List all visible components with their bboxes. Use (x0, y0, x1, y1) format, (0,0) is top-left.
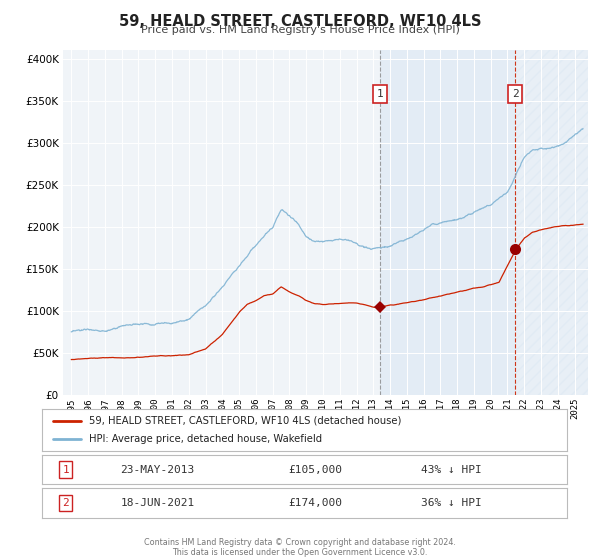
Text: 59, HEALD STREET, CASTLEFORD, WF10 4LS (detached house): 59, HEALD STREET, CASTLEFORD, WF10 4LS (… (89, 416, 401, 426)
Text: 18-JUN-2021: 18-JUN-2021 (121, 498, 194, 508)
Text: £174,000: £174,000 (288, 498, 342, 508)
Text: Contains HM Land Registry data © Crown copyright and database right 2024.
This d: Contains HM Land Registry data © Crown c… (144, 538, 456, 557)
Text: 2: 2 (512, 89, 518, 99)
Text: 1: 1 (376, 89, 383, 99)
Text: HPI: Average price, detached house, Wakefield: HPI: Average price, detached house, Wake… (89, 434, 322, 444)
Text: 59, HEALD STREET, CASTLEFORD, WF10 4LS: 59, HEALD STREET, CASTLEFORD, WF10 4LS (119, 14, 481, 29)
Text: 2: 2 (62, 498, 69, 508)
Text: £105,000: £105,000 (288, 465, 342, 474)
Text: 1: 1 (62, 465, 69, 474)
Text: 23-MAY-2013: 23-MAY-2013 (121, 465, 194, 474)
Bar (515, 50, 588, 395)
Bar (380, 50, 515, 395)
Text: 43% ↓ HPI: 43% ↓ HPI (421, 465, 482, 474)
Text: 36% ↓ HPI: 36% ↓ HPI (421, 498, 482, 508)
Text: Price paid vs. HM Land Registry's House Price Index (HPI): Price paid vs. HM Land Registry's House … (140, 25, 460, 35)
